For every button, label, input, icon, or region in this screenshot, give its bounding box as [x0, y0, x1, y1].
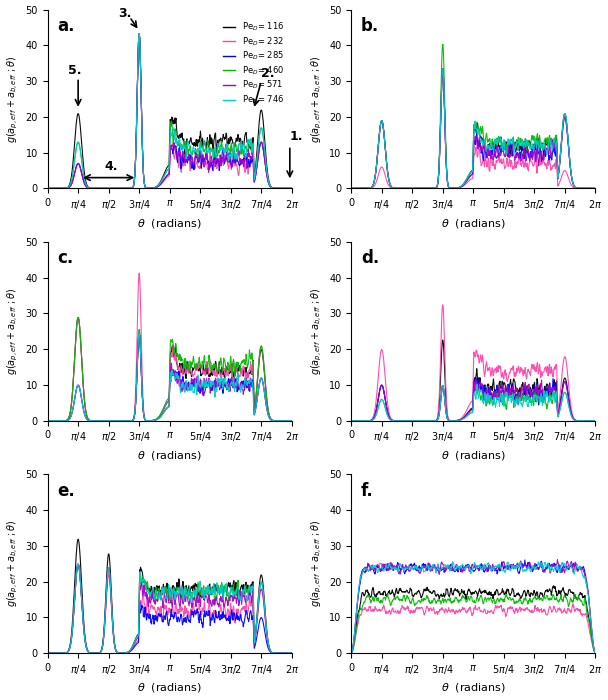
Y-axis label: $g(a_{p,eff}+a_{b,eff}\ ;\theta)$: $g(a_{p,eff}+a_{b,eff}\ ;\theta)$: [5, 520, 20, 608]
Text: b.: b.: [361, 17, 379, 35]
Text: 2.: 2.: [261, 67, 275, 80]
Y-axis label: $g(a_{p,eff}+a_{b,eff}\ ;\theta)$: $g(a_{p,eff}+a_{b,eff}\ ;\theta)$: [5, 55, 20, 143]
Text: 4.: 4.: [105, 160, 119, 174]
Text: c.: c.: [57, 249, 74, 267]
Y-axis label: $g(a_{p,eff}+a_{b,eff}\ ;\theta)$: $g(a_{p,eff}+a_{b,eff}\ ;\theta)$: [309, 288, 323, 375]
X-axis label: $\theta$  (radians): $\theta$ (radians): [137, 681, 202, 694]
Y-axis label: $g(a_{p,eff}+a_{b,eff}\ ;\theta)$: $g(a_{p,eff}+a_{b,eff}\ ;\theta)$: [5, 288, 20, 375]
Text: 3.: 3.: [118, 7, 131, 20]
Text: f.: f.: [361, 482, 374, 500]
Y-axis label: $g(a_{p,eff}+a_{b,eff}\ ;\theta)$: $g(a_{p,eff}+a_{b,eff}\ ;\theta)$: [309, 520, 323, 608]
X-axis label: $\theta$  (radians): $\theta$ (radians): [441, 681, 506, 694]
Text: 1.: 1.: [290, 130, 303, 143]
X-axis label: $\theta$  (radians): $\theta$ (radians): [137, 449, 202, 462]
Y-axis label: $g(a_{p,eff}+a_{b,eff}\ ;\theta)$: $g(a_{p,eff}+a_{b,eff}\ ;\theta)$: [309, 55, 323, 143]
Text: d.: d.: [361, 249, 379, 267]
Text: e.: e.: [57, 482, 75, 500]
Text: 5.: 5.: [69, 64, 82, 77]
Text: a.: a.: [57, 17, 75, 35]
Legend: Pe$_D$= 116, Pe$_D$= 232, Pe$_D$= 285, Pe$_D$= 460, Pe$_D$= 571, Pe$_D$= 746: Pe$_D$= 116, Pe$_D$= 232, Pe$_D$= 285, P…: [219, 18, 288, 109]
X-axis label: $\theta$  (radians): $\theta$ (radians): [441, 449, 506, 462]
X-axis label: $\theta$  (radians): $\theta$ (radians): [137, 216, 202, 230]
X-axis label: $\theta$  (radians): $\theta$ (radians): [441, 216, 506, 230]
